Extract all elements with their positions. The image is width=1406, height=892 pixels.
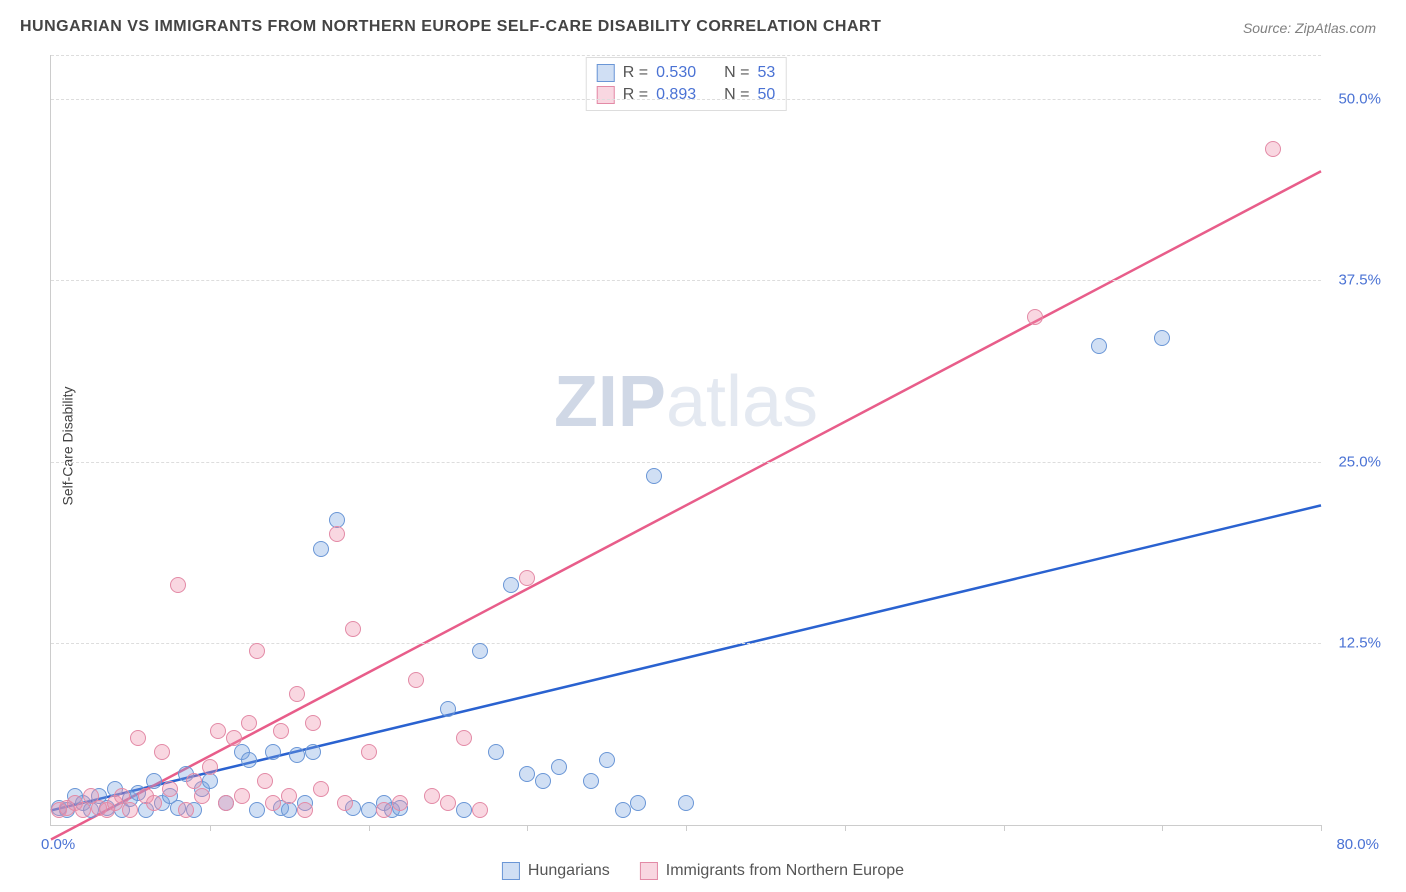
data-point <box>210 723 226 739</box>
n-value: 53 <box>757 64 775 82</box>
x-tick <box>527 825 528 831</box>
data-point <box>202 759 218 775</box>
source-label: Source: ZipAtlas.com <box>1243 20 1376 36</box>
regression-line <box>51 505 1321 810</box>
y-tick-label: 12.5% <box>1338 635 1381 652</box>
legend-stats-row: R = 0.893 N = 50 <box>597 84 776 106</box>
data-point <box>234 788 250 804</box>
legend-stats: R = 0.530 N = 53 R = 0.893 N = 50 <box>586 57 787 111</box>
data-point <box>226 730 242 746</box>
data-point <box>337 795 353 811</box>
x-tick <box>1162 825 1163 831</box>
data-point <box>1027 309 1043 325</box>
r-label: R = <box>623 64 648 82</box>
x-tick <box>845 825 846 831</box>
x-tick <box>1004 825 1005 831</box>
data-point <box>313 541 329 557</box>
data-point <box>551 759 567 775</box>
legend-series-item: Hungarians <box>502 862 610 880</box>
data-point <box>162 781 178 797</box>
legend-swatch <box>502 862 520 880</box>
y-tick-label: 50.0% <box>1338 90 1381 107</box>
data-point <box>488 744 504 760</box>
legend-series-label: Immigrants from Northern Europe <box>666 862 904 880</box>
x-max-label: 80.0% <box>1336 836 1379 853</box>
data-point <box>361 802 377 818</box>
legend-swatch <box>597 86 615 104</box>
data-point <box>313 781 329 797</box>
legend-series: Hungarians Immigrants from Northern Europ… <box>502 862 904 880</box>
n-label: N = <box>724 86 749 104</box>
data-point <box>241 752 257 768</box>
x-tick <box>686 825 687 831</box>
chart-title: HUNGARIAN VS IMMIGRANTS FROM NORTHERN EU… <box>20 18 881 36</box>
data-point <box>1091 338 1107 354</box>
x-tick <box>369 825 370 831</box>
data-point <box>472 643 488 659</box>
data-point <box>440 795 456 811</box>
gridline-h <box>51 99 1321 100</box>
r-value: 0.893 <box>656 86 696 104</box>
r-value: 0.530 <box>656 64 696 82</box>
r-label: R = <box>623 86 648 104</box>
legend-swatch <box>597 64 615 82</box>
y-tick-label: 25.0% <box>1338 453 1381 470</box>
data-point <box>615 802 631 818</box>
n-value: 50 <box>757 86 775 104</box>
data-point <box>273 723 289 739</box>
legend-series-label: Hungarians <box>528 862 610 880</box>
data-point <box>472 802 488 818</box>
gridline-h <box>51 280 1321 281</box>
data-point <box>456 730 472 746</box>
data-point <box>440 701 456 717</box>
data-point <box>361 744 377 760</box>
x-tick <box>210 825 211 831</box>
gridline-h <box>51 462 1321 463</box>
gridline-h <box>51 643 1321 644</box>
legend-stats-row: R = 0.530 N = 53 <box>597 62 776 84</box>
legend-swatch <box>640 862 658 880</box>
data-point <box>345 621 361 637</box>
n-label: N = <box>724 64 749 82</box>
legend-series-item: Immigrants from Northern Europe <box>640 862 904 880</box>
x-tick <box>1321 825 1322 831</box>
data-point <box>194 788 210 804</box>
plot-area: ZIPatlas R =0.530N =53R =0.893N =50 12.5… <box>50 55 1321 826</box>
gridline-h <box>51 55 1321 56</box>
data-point <box>408 672 424 688</box>
data-point <box>599 752 615 768</box>
regression-lines <box>51 55 1321 825</box>
data-point <box>249 643 265 659</box>
data-point <box>281 788 297 804</box>
y-tick-label: 37.5% <box>1338 272 1381 289</box>
x-origin-label: 0.0% <box>41 836 75 853</box>
data-point <box>424 788 440 804</box>
data-point <box>218 795 234 811</box>
